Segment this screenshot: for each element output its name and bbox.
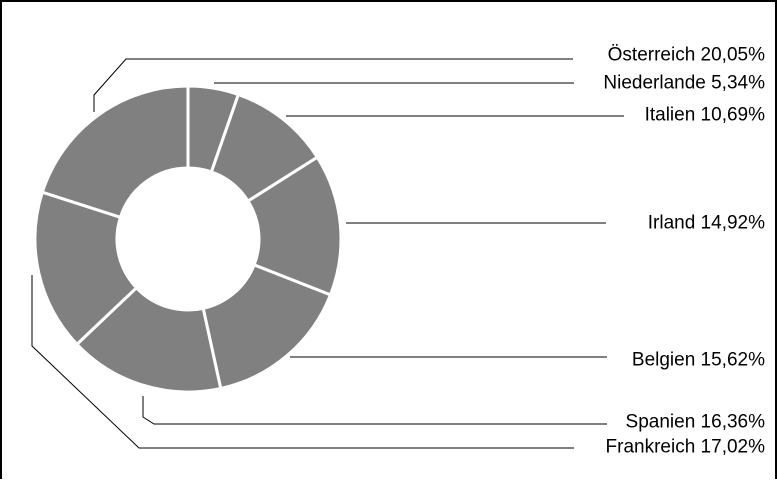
slice-label-italien: Italien 10,69%: [645, 105, 766, 126]
leader-line-spanien: [142, 396, 607, 425]
slice-label-frankreich: Frankreich 17,02%: [606, 437, 766, 458]
slice-spanien: [74, 285, 223, 394]
leader-line-frankreich: [31, 275, 574, 449]
slice-frankreich: [33, 190, 139, 347]
slice-label-irland: Irland 14,92%: [648, 213, 765, 234]
leader-lines-group: [31, 58, 624, 449]
labels-group: Niederlande 5,34% Italien 10,69% Irland 14…: [603, 45, 765, 458]
slice-label-spanien: Spanien 16,36%: [626, 412, 766, 433]
slices-group: [33, 84, 343, 394]
slice-label-oesterreich: Österreich 20,05%: [608, 45, 765, 66]
slice-belgien: [201, 262, 333, 391]
slice-label-niederlande: Niederlande 5,34%: [603, 73, 765, 94]
slice-oesterreich: [40, 84, 190, 220]
slice-label-belgien: Belgien 15,62%: [632, 350, 765, 371]
leader-line-oesterreich: [93, 58, 573, 112]
